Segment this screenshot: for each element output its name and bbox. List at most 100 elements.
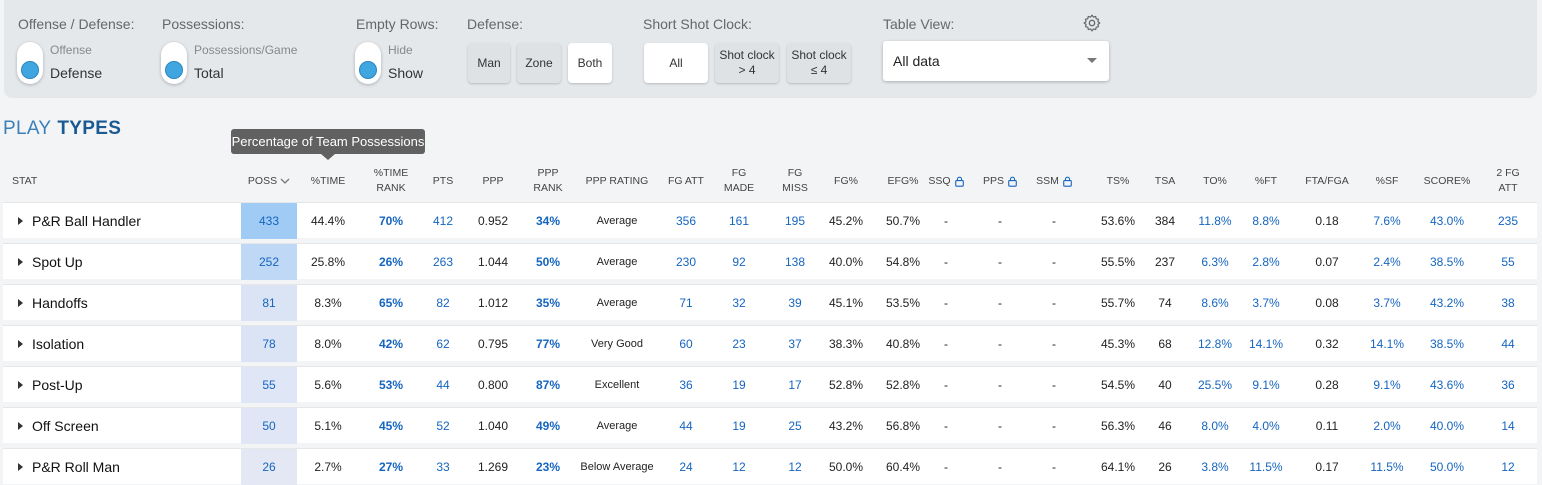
defense-option[interactable]: Defense	[50, 65, 103, 81]
table-cell[interactable]: 3.7%	[1252, 296, 1280, 310]
table-cell[interactable]: 3.8%	[1201, 460, 1229, 474]
table-cell[interactable]: 52	[436, 419, 450, 433]
column-header[interactable]: PTS	[411, 166, 475, 196]
table-cell[interactable]: 44	[679, 419, 693, 433]
column-header[interactable]: EFG%	[871, 166, 935, 196]
column-header[interactable]: FG ATT	[654, 166, 718, 196]
table-cell[interactable]: 8.0%	[1201, 419, 1229, 433]
column-header[interactable]: FG%	[814, 166, 878, 196]
table-cell[interactable]: 230	[675, 255, 697, 269]
column-header[interactable]: SCORE%	[1415, 166, 1479, 196]
table-cell[interactable]: 11.5%	[1370, 460, 1404, 474]
table-cell[interactable]: 12	[1501, 460, 1515, 474]
table-cell[interactable]: 7.6%	[1373, 214, 1401, 228]
table-cell[interactable]: 8.8%	[1252, 214, 1280, 228]
poss-cell[interactable]: 252	[241, 244, 297, 280]
table-cell[interactable]: 12.8%	[1197, 337, 1233, 351]
table-cell[interactable]: 25.5%	[1197, 378, 1233, 392]
table-row[interactable]: Spot Up 252 25.8% 26% 263 1.044 50% Average 230 9…	[3, 243, 1537, 280]
table-cell[interactable]: 19	[732, 419, 746, 433]
table-cell[interactable]: 263	[432, 255, 454, 269]
possessions-total-option[interactable]: Total	[194, 65, 224, 81]
table-cell[interactable]: 11.8%	[1198, 214, 1232, 228]
table-cell[interactable]: 19	[732, 378, 746, 392]
table-cell[interactable]: 356	[675, 214, 697, 228]
column-header[interactable]: PPP	[461, 166, 525, 196]
show-option[interactable]: Show	[388, 65, 424, 81]
table-cell[interactable]: 23	[732, 337, 746, 351]
poss-cell[interactable]: 26	[241, 449, 297, 485]
table-cell[interactable]: 71	[679, 296, 693, 310]
expand-arrow-icon[interactable]	[18, 217, 23, 225]
table-cell[interactable]: 55	[1501, 255, 1515, 269]
table-cell[interactable]: 3.7%	[1373, 296, 1401, 310]
table-cell[interactable]: 14.1%	[1248, 337, 1284, 351]
table-row[interactable]: P&R Roll Man 26 2.7% 27% 33 1.269 23% Below Ave…	[3, 448, 1537, 485]
table-cell[interactable]: 9.1%	[1373, 378, 1401, 392]
table-cell[interactable]: 17	[788, 378, 802, 392]
column-header[interactable]: %FT	[1234, 166, 1298, 196]
table-cell[interactable]: 138	[784, 255, 806, 269]
table-cell[interactable]: 60	[679, 337, 693, 351]
table-cell[interactable]: 8.6%	[1201, 296, 1229, 310]
hide-option[interactable]: Hide	[388, 43, 413, 57]
table-cell[interactable]: 43.0%	[1429, 214, 1465, 228]
expand-arrow-icon[interactable]	[18, 299, 23, 307]
table-cell[interactable]: 412	[432, 214, 454, 228]
offense-option[interactable]: Offense	[50, 43, 92, 57]
table-cell[interactable]: 11.5%	[1249, 460, 1283, 474]
column-header[interactable]: PPS	[968, 166, 1032, 196]
poss-cell[interactable]: 78	[241, 326, 297, 362]
table-cell[interactable]: 2.4%	[1373, 255, 1401, 269]
column-header[interactable]: POSS	[237, 166, 301, 196]
table-cell[interactable]: 37	[788, 337, 802, 351]
possessions-toggle[interactable]	[161, 42, 187, 84]
table-cell[interactable]: 6.3%	[1201, 255, 1229, 269]
poss-cell[interactable]: 55	[241, 367, 297, 403]
column-header[interactable]: TSA	[1133, 166, 1197, 196]
table-cell[interactable]: 2.0%	[1373, 419, 1401, 433]
table-cell[interactable]: 235	[1497, 214, 1519, 228]
expand-arrow-icon[interactable]	[18, 463, 23, 471]
offense-defense-toggle[interactable]	[17, 42, 43, 84]
column-header[interactable]: %TIME	[296, 166, 360, 196]
expand-arrow-icon[interactable]	[18, 422, 23, 430]
table-cell[interactable]: 39	[788, 296, 802, 310]
possessions-per-game-option[interactable]: Possessions/Game	[194, 43, 298, 57]
table-cell[interactable]: 82	[436, 296, 450, 310]
empty-rows-toggle[interactable]	[355, 42, 381, 84]
poss-cell[interactable]: 81	[241, 285, 297, 321]
table-view-select[interactable]: All data	[883, 41, 1109, 81]
table-cell[interactable]: 62	[436, 337, 450, 351]
table-row[interactable]: P&R Ball Handler 433 44.4% 70% 412 0.952 34% Av…	[3, 202, 1537, 239]
table-cell[interactable]: 44	[1501, 337, 1515, 351]
column-header[interactable]: PPP RANK	[516, 166, 580, 196]
column-header[interactable]: 2 FG ATT	[1476, 166, 1540, 196]
defense-man-button[interactable]: Man	[468, 43, 510, 83]
table-row[interactable]: Post-Up 55 5.6% 53% 44 0.800 87% Excellent 36 19 1…	[3, 366, 1537, 403]
shot-clock-gt4-button[interactable]: Shot clock > 4	[715, 43, 779, 83]
table-cell[interactable]: 4.0%	[1252, 419, 1280, 433]
column-header[interactable]: FTA/FGA	[1295, 166, 1359, 196]
table-cell[interactable]: 14.1%	[1369, 337, 1405, 351]
table-cell[interactable]: 33	[436, 460, 450, 474]
table-cell[interactable]: 43.6%	[1429, 378, 1465, 392]
table-cell[interactable]: 92	[732, 255, 746, 269]
column-header[interactable]: TO%	[1183, 166, 1247, 196]
defense-both-button[interactable]: Both	[568, 43, 612, 83]
table-cell[interactable]: 12	[788, 460, 802, 474]
table-cell[interactable]: 9.1%	[1252, 378, 1280, 392]
table-cell[interactable]: 24	[679, 460, 693, 474]
column-header[interactable]: SSM	[1022, 166, 1086, 196]
poss-cell[interactable]: 433	[241, 203, 297, 239]
gear-icon[interactable]	[1082, 13, 1102, 33]
column-header[interactable]: SSQ	[914, 166, 978, 196]
table-cell[interactable]: 32	[732, 296, 746, 310]
table-cell[interactable]: 25	[788, 419, 802, 433]
table-row[interactable]: Handoffs 81 8.3% 65% 82 1.012 35% Average 71 32 39…	[3, 284, 1537, 321]
table-row[interactable]: Off Screen 50 5.1% 45% 52 1.040 49% Average 44 19…	[3, 407, 1537, 444]
column-header[interactable]: %TIME RANK	[359, 166, 423, 196]
table-cell[interactable]: 50.0%	[1429, 460, 1465, 474]
table-cell[interactable]: 36	[1501, 378, 1515, 392]
expand-arrow-icon[interactable]	[18, 381, 23, 389]
